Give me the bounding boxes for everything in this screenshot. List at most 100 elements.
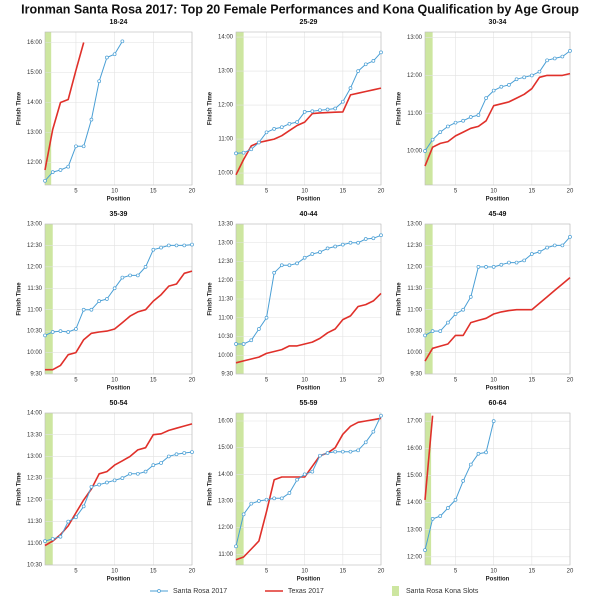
santa-rosa-point [295, 120, 299, 124]
kona-band [45, 32, 52, 185]
x-axis-label: Position [297, 197, 321, 203]
y-tick-label: 11:30 [218, 297, 233, 303]
kona-band [236, 413, 244, 565]
santa-rosa-point [568, 235, 572, 239]
x-tick-label: 10 [490, 378, 497, 384]
plot-frame [44, 31, 193, 186]
y-tick-label: 12:30 [407, 243, 423, 249]
santa-rosa-point [279, 263, 284, 268]
santa-rosa-point [333, 244, 338, 249]
x-tick-label: 10 [301, 189, 308, 195]
santa-rosa-point [128, 471, 132, 476]
x-tick-label: 5 [74, 378, 78, 384]
santa-rosa-point [484, 96, 488, 100]
x-axis-label: Position [107, 197, 131, 203]
santa-rosa-point [499, 84, 504, 89]
santa-rosa-point [371, 59, 376, 63]
santa-rosa-point [74, 515, 78, 520]
santa-rosa-point [159, 461, 163, 465]
santa-rosa-point [128, 273, 132, 278]
y-tick-label: 12:00 [218, 525, 234, 531]
x-tick-label: 15 [339, 378, 346, 384]
santa-rosa-point [105, 55, 109, 60]
santa-rosa-point [97, 482, 102, 487]
santa-rosa-point [318, 250, 322, 254]
y-axis-label: Finish Time [17, 472, 23, 506]
panel-title: 25-29 [300, 19, 318, 26]
santa-rosa-point [43, 178, 47, 183]
x-tick-label: 15 [150, 569, 157, 575]
santa-rosa-point [430, 329, 435, 333]
santa-rosa-point [241, 150, 246, 155]
texas-line [235, 87, 382, 176]
texas-line [44, 423, 193, 547]
santa-rosa-point [348, 86, 353, 90]
santa-rosa-point [257, 499, 261, 503]
y-tick-label: 13:30 [27, 432, 43, 438]
santa-rosa-point [491, 419, 496, 423]
santa-rosa-point [476, 113, 481, 117]
y-tick-label: 12:30 [218, 259, 234, 265]
texas-line [235, 417, 382, 561]
panel-title: 35-39 [110, 211, 128, 218]
santa-rosa-point [310, 469, 315, 474]
santa-rosa-point [120, 275, 125, 280]
santa-rosa-point [302, 110, 307, 114]
santa-rosa-point [43, 333, 47, 338]
panel-title: 45-49 [489, 211, 507, 218]
santa-rosa-point [66, 330, 71, 334]
santa-rosa-line [44, 41, 123, 182]
santa-rosa-point [287, 121, 292, 126]
santa-rosa-point [333, 106, 338, 111]
santa-rosa-point [66, 164, 71, 169]
y-tick-label: 13:00 [407, 35, 423, 41]
santa-rosa-point [340, 449, 345, 454]
santa-rosa-line [424, 420, 495, 551]
santa-rosa-point [272, 496, 277, 501]
x-tick-label: 5 [265, 569, 269, 575]
santa-rosa-point [112, 286, 117, 291]
santa-rosa-point [249, 501, 254, 506]
santa-rosa-point [135, 471, 140, 476]
santa-rosa-point [507, 260, 511, 265]
santa-rosa-point [43, 539, 47, 543]
plot-frame [235, 412, 382, 566]
santa-rosa-point [264, 315, 269, 320]
santa-rosa-point [468, 295, 473, 299]
santa-rosa-point [423, 548, 427, 552]
legend-swatch [392, 586, 399, 596]
santa-rosa-point [560, 243, 565, 248]
santa-rosa-point [522, 258, 527, 263]
santa-rosa-point [379, 233, 383, 238]
x-tick-label: 15 [339, 189, 346, 195]
santa-rosa-point [453, 312, 458, 316]
santa-rosa-point [143, 469, 148, 474]
santa-rosa-point [295, 477, 299, 482]
santa-rosa-point [476, 265, 481, 269]
kona-band [236, 32, 244, 185]
santa-rosa-point [182, 451, 187, 455]
santa-rosa-point [159, 245, 163, 250]
kona-band [45, 413, 53, 565]
santa-rosa-point [279, 125, 284, 130]
santa-rosa-point [318, 108, 322, 113]
y-tick-label: 9:30 [410, 372, 422, 378]
santa-rosa-point [348, 240, 353, 245]
santa-rosa-line [235, 52, 382, 154]
santa-rosa-point [423, 149, 427, 153]
x-tick-label: 10 [301, 378, 308, 384]
panel-title: 50-54 [110, 400, 128, 407]
santa-rosa-point [190, 450, 194, 454]
x-tick-label: 15 [150, 189, 157, 195]
y-tick-label: 11:00 [218, 137, 233, 143]
santa-rosa-point [74, 327, 78, 331]
y-tick-label: 13:00 [218, 69, 234, 75]
plot-frame [424, 412, 571, 566]
santa-rosa-point [105, 297, 109, 301]
santa-rosa-line [424, 50, 571, 152]
santa-rosa-point [356, 69, 360, 73]
santa-rosa-point [257, 140, 261, 145]
santa-rosa-point [363, 440, 368, 445]
kona-band [425, 413, 432, 565]
y-axis-label: Finish Time [208, 472, 214, 506]
